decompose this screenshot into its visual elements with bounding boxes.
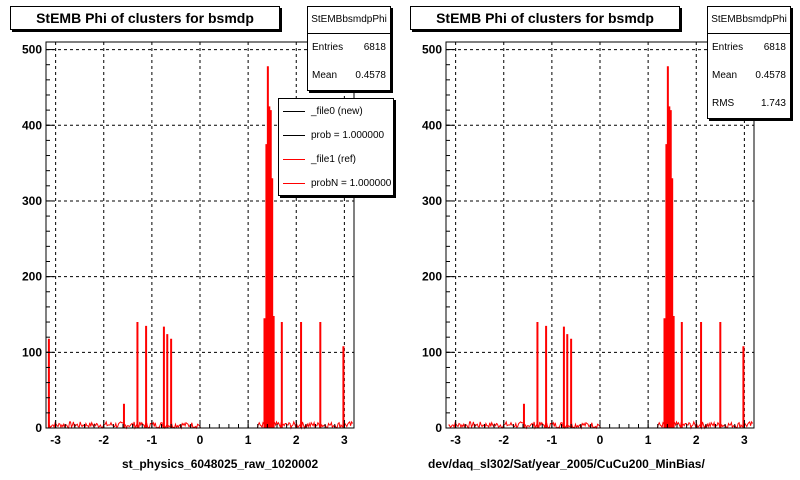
stats-mean-row: Mean 0.4578 [708, 62, 790, 90]
legend-line-icon [283, 182, 305, 184]
x-tick-label: 3 [341, 433, 348, 447]
x-tick-label: -3 [50, 433, 61, 447]
stats-mean-label: Mean [712, 70, 738, 81]
y-tick-label: 500 [422, 43, 442, 57]
y-tick-label: 300 [22, 194, 42, 208]
x-tick-label: 0 [197, 433, 204, 447]
x-tick-label: -3 [450, 433, 461, 447]
stats-rms-label: RMS [712, 98, 735, 109]
x-tick-label: 1 [245, 433, 252, 447]
x-tick-label: 2 [293, 433, 300, 447]
chart-title: StEMB Phi of clusters for bsmdp [10, 6, 280, 30]
stats-box: StEMBbsmdpPhi Entries 6818 Mean 0.4578 R… [707, 6, 791, 119]
y-tick-label: 400 [422, 118, 442, 132]
x-axis-label: dev/daq_sl302/Sat/year_2005/CuCu200_MinB… [428, 457, 705, 471]
stats-mean-label: Mean [312, 70, 338, 81]
stats-entries-label: Entries [312, 42, 344, 53]
stats-mean-value: 0.4578 [355, 70, 386, 81]
legend-line-icon [283, 110, 305, 112]
legend: _file0 (new) prob = 1.000000 _file1 (ref… [278, 98, 394, 196]
legend-label: _file0 (new) [311, 105, 363, 117]
legend-label: probN = 1.000000 [311, 177, 392, 189]
x-tick-label: -1 [547, 433, 558, 447]
y-tick-label: 0 [435, 421, 442, 435]
y-tick-label: 500 [22, 43, 42, 57]
chart-title: StEMB Phi of clusters for bsmdp [410, 6, 680, 30]
plot-area-left: 0 100 200 300 400 500 -3 -2 -1 0 1 2 3 [22, 41, 355, 447]
legend-entry: _file0 (new) [279, 99, 393, 123]
y-tick-label: 300 [422, 194, 442, 208]
x-tick-label: -1 [147, 433, 158, 447]
stats-entries-row: Entries 6818 [308, 34, 390, 62]
x-axis-label: st_physics_6048025_raw_1020002 [122, 457, 319, 471]
stats-rms-value: 1.743 [760, 98, 786, 109]
stats-mean-row: Mean 0.4578 [308, 62, 390, 90]
legend-entry: probN = 1.000000 [279, 171, 393, 195]
legend-line-icon [283, 158, 305, 160]
histogram-panel-left: 0 100 200 300 400 500 -3 -2 -1 0 1 2 3 StEMB Phi of … [10, 6, 394, 471]
stats-entries-value: 6818 [763, 42, 786, 53]
legend-entry: prob = 1.000000 [279, 123, 393, 147]
plot-area-right: 0 100 200 300 400 500 -3 -2 -1 0 1 2 3 [422, 41, 755, 447]
stats-entries-row: Entries 6818 [708, 34, 790, 62]
y-tick-label: 0 [35, 421, 42, 435]
y-tick-label: 200 [422, 270, 442, 284]
x-tick-label: -2 [98, 433, 109, 447]
x-tick-label: 2 [693, 433, 700, 447]
stats-entries-value: 6818 [363, 42, 386, 53]
stats-mean-value: 0.4578 [755, 70, 786, 81]
legend-line-icon [283, 134, 305, 136]
y-tick-label: 400 [22, 118, 42, 132]
x-tick-label: 1 [645, 433, 652, 447]
legend-entry: _file1 (ref) [279, 147, 393, 171]
stats-entries-label: Entries [712, 42, 744, 53]
x-tick-label: 0 [597, 433, 604, 447]
stats-rms-row: RMS 1.743 [708, 90, 790, 118]
stats-box: StEMBbsmdpPhi Entries 6818 Mean 0.4578 [307, 6, 391, 91]
stats-name: StEMBbsmdpPhi [308, 7, 390, 34]
y-tick-label: 200 [22, 270, 42, 284]
histogram-panel-right: 0 100 200 300 400 500 -3 -2 -1 0 1 2 3 StEMB Phi of … [400, 0, 800, 480]
y-tick-label: 100 [422, 345, 442, 359]
x-tick-label: 3 [741, 433, 748, 447]
legend-label: _file1 (ref) [311, 153, 357, 165]
stats-name: StEMBbsmdpPhi [708, 7, 790, 34]
legend-label: prob = 1.000000 [311, 129, 385, 141]
y-tick-label: 100 [22, 345, 42, 359]
x-tick-label: -2 [498, 433, 509, 447]
